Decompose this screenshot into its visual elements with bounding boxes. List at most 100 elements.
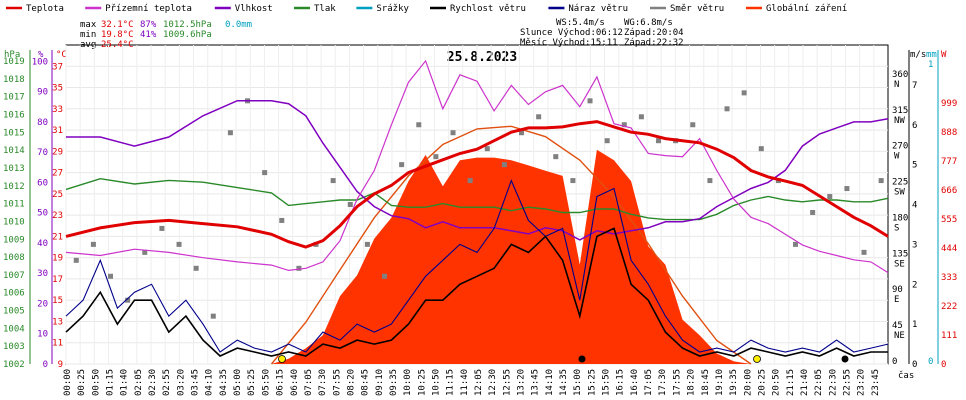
stat-avg-temp: 25.4°C [101,40,134,50]
tick-pct-7: 30 [37,269,48,279]
tick-dir-deg-2: 270 [892,142,908,152]
point-wind-dir-27 [536,114,542,120]
point-wind-dir-4 [142,249,148,255]
x-tick-44: 18:20 [687,369,697,396]
point-wind-dir-25 [501,162,507,168]
x-tick-7: 02:55 [162,369,172,396]
x-tick-35: 14:35 [559,369,569,396]
x-tick-49: 20:25 [757,369,767,396]
point-wind-dir-38 [724,106,730,112]
sunset-marker [753,355,761,363]
point-wind-dir-24 [484,146,490,152]
tick-dir-deg-1: 315 [892,106,908,116]
x-tick-54: 22:30 [828,369,838,396]
moonrise-marker [578,355,586,363]
tick-temp-0: 37 [52,62,63,72]
x-tick-3: 01:15 [106,369,116,396]
x-tick-19: 07:55 [332,369,342,396]
stat-min-label: min [80,30,96,40]
tick-dir-deg-3: 225 [892,178,908,188]
tick-hpa-3: 1016 [3,111,25,121]
tick-pct-9: 10 [37,330,48,340]
tick-temp-4: 29 [52,147,63,157]
series-wind-gust [65,179,889,353]
axis-unit-ms: m/s [910,50,926,60]
tick-temp-10: 17 [52,275,63,285]
x-tick-51: 21:15 [786,369,796,396]
tick-hpa-1: 1018 [3,75,25,85]
x-tick-21: 08:45 [361,369,371,396]
point-wind-dir-42 [793,241,799,247]
legend-label-7: Směr větru [670,4,724,14]
x-tick-33: 13:45 [531,369,541,396]
tick-hpa-5: 1014 [3,146,25,156]
legend-label-3: Tlak [314,4,336,14]
stat-rain: 0.0mm [225,20,252,30]
axis-unit-hpa: hPa [4,50,20,60]
tick-temp-11: 15 [52,296,63,306]
x-tick-43: 17:55 [672,369,682,396]
tick-dir-deg-5: 135 [892,249,908,259]
point-wind-dir-1 [90,241,96,247]
tick-w-0: 999 [941,99,957,109]
tick-pct-3: 70 [37,148,48,158]
series-ground-temp [65,59,889,274]
tick-dir-lab-0: N [894,80,899,90]
point-wind-dir-45 [844,186,850,192]
tick-temp-2: 33 [52,105,63,115]
stat-max-hum: 87% [140,20,157,30]
tick-dir-lab-5: SE [894,259,905,269]
point-wind-dir-8 [210,313,216,319]
legend-label-8: Globální záření [766,4,847,14]
tick-pct-5: 50 [37,209,48,219]
tick-temp-13: 11 [52,339,63,349]
series-pressure [65,177,889,221]
tick-ms-6: 1 [912,320,917,330]
point-wind-dir-26 [519,130,525,136]
x-tick-55: 22:55 [842,369,852,396]
tick-ms-0: 7 [912,81,917,91]
point-wind-dir-22 [450,130,456,136]
tick-dir-lab-7: NE [894,331,905,341]
x-tick-5: 02:05 [134,369,144,396]
stat-max-label: max [80,20,97,30]
tick-temp-1: 35 [52,84,63,94]
moonset-marker [841,355,849,363]
tick-ms-2: 5 [912,161,917,171]
x-tick-18: 07:30 [318,369,328,396]
point-wind-dir-40 [758,146,764,152]
tick-ms-5: 2 [912,280,917,290]
x-tick-13: 05:25 [247,369,257,396]
tick-dir-deg-7: 45 [892,321,903,331]
tick-pct-2: 80 [37,118,48,128]
x-tick-22: 09:10 [375,369,385,396]
legend-label-2: Vlhkost [235,4,273,14]
x-axis-ticks: 00:00 00:25 00:50 01:15 01:40 02:05 02:30 02:55… [63,369,881,396]
tick-pct-0: 100 [32,57,48,67]
x-tick-1: 00:25 [77,369,87,396]
tick-mm-0: 1 [928,60,933,70]
point-wind-dir-39 [741,90,747,96]
series-temperature [65,120,889,249]
point-wind-dir-31 [604,138,610,144]
tick-hpa-6: 1013 [3,164,25,174]
point-wind-dir-9 [227,130,233,136]
point-wind-dir-5 [159,225,165,231]
tick-dir-lab-3: SW [894,188,905,198]
x-tick-37: 15:25 [587,369,597,396]
x-tick-9: 03:45 [191,369,201,396]
point-wind-dir-34 [656,138,662,144]
axis-unit-w: W [941,50,947,60]
axis-unit-c: °C [56,50,67,60]
x-tick-42: 17:30 [658,369,668,396]
legend-label-1: Přízemní teplota [105,4,192,14]
tick-ms-7: 0 [912,360,917,370]
tick-hpa-12: 1007 [3,271,25,281]
tick-dir-lab-1: NW [894,116,905,126]
point-wind-dir-44 [827,194,833,200]
x-tick-28: 11:40 [460,369,470,396]
tick-temp-12: 13 [52,317,63,327]
stat-sun: Slunce Východ:06:12 [520,28,623,38]
point-wind-dir-17 [364,241,370,247]
x-tick-8: 03:20 [176,369,186,396]
